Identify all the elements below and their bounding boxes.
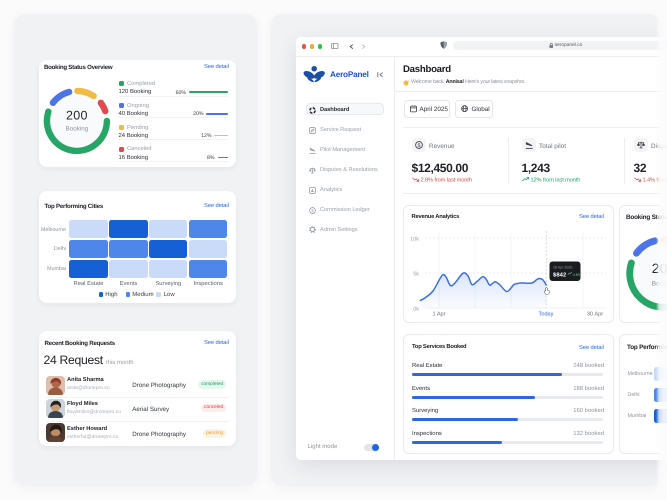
svg-text:18 Apr 2025: 18 Apr 2025 bbox=[553, 266, 572, 270]
svg-text:1 Apr: 1 Apr bbox=[432, 312, 445, 318]
svg-text:$: $ bbox=[311, 208, 314, 213]
svg-text:0k: 0k bbox=[413, 306, 419, 312]
svg-text:30 Apr: 30 Apr bbox=[587, 312, 603, 318]
svg-text:Booking: Booking bbox=[66, 126, 89, 133]
svg-text:10k: 10k bbox=[410, 236, 419, 242]
svg-text:$842: $842 bbox=[553, 272, 566, 279]
svg-text:Today: Today bbox=[539, 311, 554, 318]
svg-text:5k: 5k bbox=[413, 271, 419, 277]
svg-text:4.8%: 4.8% bbox=[573, 273, 582, 277]
svg-text:$: $ bbox=[417, 143, 420, 149]
svg-text:200: 200 bbox=[66, 109, 88, 123]
